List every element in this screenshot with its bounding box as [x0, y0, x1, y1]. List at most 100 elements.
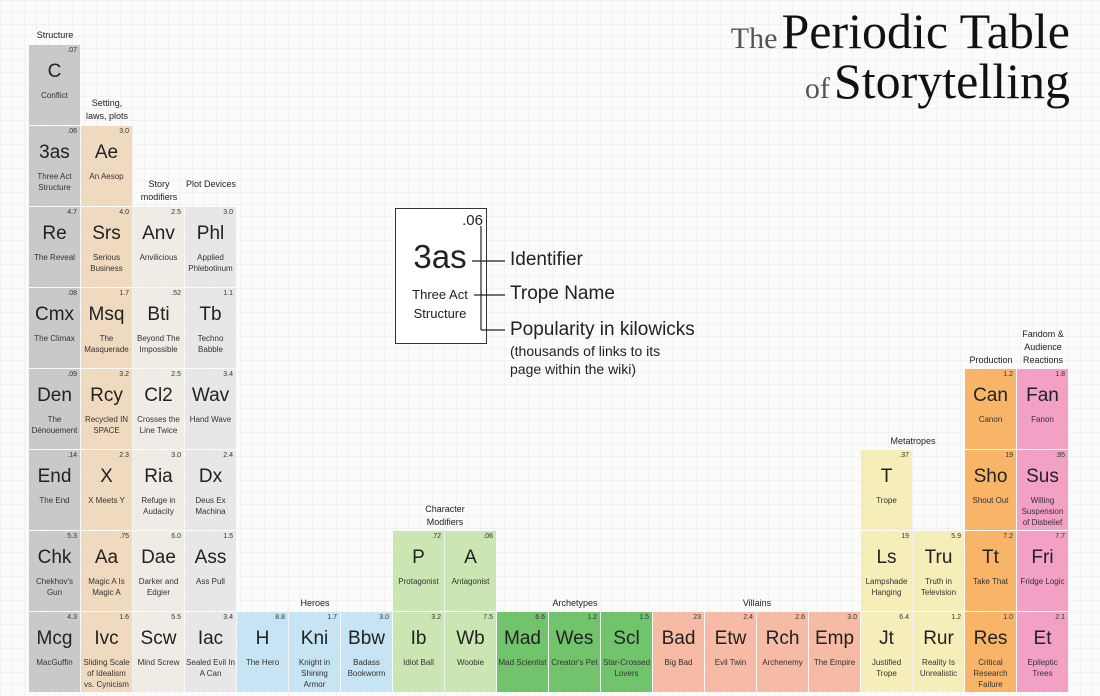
identifier: Ria	[144, 466, 173, 487]
popularity: .37	[899, 452, 909, 459]
trope-name: Lampshade Hanging	[865, 577, 908, 597]
element-cell: .37 T Trope	[861, 450, 912, 530]
identifier: Tru	[924, 547, 953, 568]
identifier: Kni	[300, 628, 329, 649]
legend-name: Three Act Structure	[412, 287, 468, 321]
popularity: .06	[67, 128, 77, 135]
trope-name: Sliding Scale of Idealism vs. Cynicism	[83, 658, 130, 689]
popularity: 2.4	[743, 614, 753, 621]
trope-name: Big Bad	[664, 658, 693, 667]
identifier: Emp	[814, 628, 855, 649]
title-small: The	[730, 22, 778, 55]
element-cell: 1.8 Fan Fanon	[1017, 369, 1068, 449]
identifier: X	[100, 466, 113, 487]
trope-name: Woobie	[457, 658, 484, 667]
trope-name: Magic A Is Magic A	[88, 577, 125, 597]
element-cell: .09 Den The Dénouement	[29, 369, 80, 449]
element-cell: .72 P Protagonist	[393, 531, 444, 611]
element-cell: 1.5 Scl Star-Crossed Lovers	[601, 612, 652, 692]
element-cell: 1.1 Tb Techno Babble	[185, 288, 236, 368]
element-cell: 1.2 Wes Creator's Pet	[549, 612, 600, 692]
identifier: Fan	[1026, 385, 1059, 406]
element-cell: 4.3 Mcg MacGuffin	[29, 612, 80, 692]
identifier: Scw	[140, 628, 177, 649]
trope-name: The Empire	[813, 658, 856, 667]
popularity: 6.6	[535, 614, 545, 621]
group-label: Villains	[742, 598, 772, 608]
popularity: .52	[171, 290, 181, 297]
identifier: Cmx	[34, 304, 75, 325]
trope-name: Willing Suspension of Disbelief	[1021, 496, 1064, 527]
element-cell: 6.4 Jt Justified Trope	[861, 612, 912, 692]
identifier: Fri	[1031, 547, 1054, 568]
trope-name: Techno Babble	[197, 334, 224, 354]
popularity: 1.5	[639, 614, 649, 621]
popularity: 1.2	[1003, 371, 1013, 378]
popularity: 19	[1005, 452, 1013, 459]
identifier: Wav	[191, 385, 230, 406]
trope-name: The End	[39, 496, 70, 505]
title-large: Storytelling	[833, 53, 1070, 109]
identifier: Mad	[504, 628, 541, 649]
element-cell: 19 Ls Lampshade Hanging	[861, 531, 912, 611]
trope-name: Fanon	[1031, 415, 1054, 424]
element-cell: 2.6 Rch Archenemy	[757, 612, 808, 692]
popularity: 3.0	[223, 209, 233, 216]
identifier: Aa	[94, 547, 119, 568]
element-cell: 1.7 Kni Knight in Shining Armor	[289, 612, 340, 692]
identifier: Tt	[982, 547, 999, 568]
legend-box	[395, 208, 487, 344]
element-cell: .07 C Conflict	[29, 45, 80, 125]
identifier: 3as	[39, 142, 70, 163]
popularity: 6.0	[171, 533, 181, 540]
trope-name: Creator's Pet	[551, 658, 598, 667]
trope-name: MacGuffin	[36, 658, 73, 667]
title-line-1: The Periodic Table	[731, 2, 1070, 60]
element-cell: 2.1 Et Epileptic Trees	[1017, 612, 1068, 692]
trope-name: The Hero	[245, 658, 280, 667]
element-cell: .06 3as Three Act Structure	[29, 126, 80, 206]
identifier: Ass	[194, 547, 227, 568]
trope-name: Three Act Structure	[37, 172, 72, 192]
popularity: 1.1	[223, 290, 233, 297]
title-line-2: of Storytelling	[805, 52, 1070, 110]
trope-name: Sealed Evil In A Can	[186, 658, 235, 678]
group-label: Archetypes	[552, 598, 598, 608]
popularity: .14	[67, 452, 77, 459]
identifier: Ls	[876, 547, 897, 568]
popularity: 1.0	[1003, 614, 1013, 621]
legend-trope-name: Trope Name	[510, 283, 615, 304]
popularity: .75	[119, 533, 129, 540]
popularity: 1.6	[119, 614, 129, 621]
popularity: .95	[1055, 452, 1065, 459]
trope-name: Canon	[978, 415, 1003, 424]
element-cell: 3.2 Rcy Recycled IN SPACE	[81, 369, 132, 449]
group-label: Setting, laws, plots	[85, 98, 129, 121]
trope-name: Truth in Television	[920, 577, 957, 597]
popularity: 3.2	[119, 371, 129, 378]
trope-name: Serious Business	[90, 253, 123, 273]
element-cell: 7.7 Fri Fridge Logic	[1017, 531, 1068, 611]
popularity: .09	[67, 371, 77, 378]
element-cell: 3.0 Ae An Aesop	[81, 126, 132, 206]
identifier: Phl	[196, 223, 225, 244]
identifier: End	[37, 466, 72, 487]
element-cell: 19 Sho Shout Out	[965, 450, 1016, 530]
identifier: Rch	[765, 628, 800, 649]
element-cell: 3.0 Emp The Empire	[809, 612, 860, 692]
trope-name: Antagonist	[451, 577, 490, 586]
legend-note: (thousands of links to its page within t…	[510, 343, 661, 377]
identifier: Msq	[88, 304, 125, 325]
popularity: 1.2	[587, 614, 597, 621]
popularity: .72	[431, 533, 441, 540]
popularity: 2.3	[119, 452, 129, 459]
trope-name: An Aesop	[89, 172, 124, 181]
identifier: Ae	[94, 142, 119, 163]
identifier: Rur	[923, 628, 954, 649]
identifier: Tb	[199, 304, 222, 325]
popularity: 7.7	[1055, 533, 1065, 540]
identifier: Wes	[555, 628, 594, 649]
element-cell: 3.0 Bbw Badass Bookworm	[341, 612, 392, 692]
element-cell: 1.0 Res Critical Research Failure	[965, 612, 1016, 692]
